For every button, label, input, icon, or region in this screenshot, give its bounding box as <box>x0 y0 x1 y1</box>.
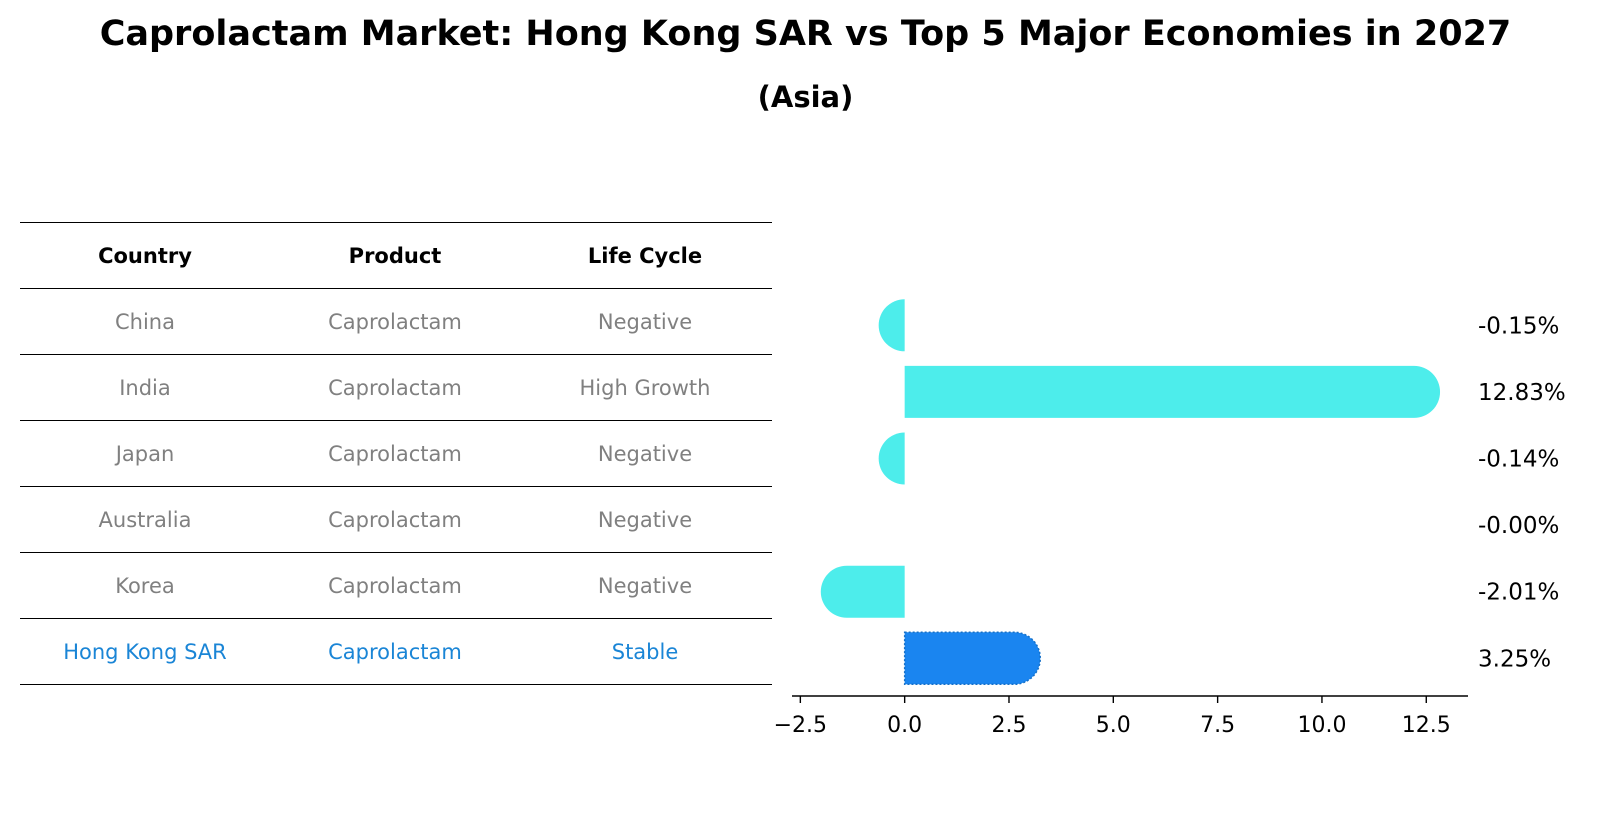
table-row: Japan Caprolactam Negative <box>20 420 772 486</box>
cell-product: Caprolactam <box>328 573 462 598</box>
cell-life-cycle: Negative <box>597 573 693 598</box>
cell-product: Caprolactam <box>328 441 462 466</box>
x-tick-label: 0.0 <box>887 713 922 738</box>
value-label: 3.25% <box>1478 646 1551 672</box>
cell-product: Caprolactam <box>328 309 462 334</box>
table-row-highlight: Hong Kong SAR Caprolactam Stable <box>20 618 772 685</box>
x-tick-label: 2.5 <box>991 713 1026 738</box>
table-header-row: Country Product Life Cycle <box>20 222 772 288</box>
bar-india <box>904 365 1441 418</box>
header-country: Country <box>98 243 192 268</box>
table-row: China Caprolactam Negative <box>20 288 772 354</box>
value-label: 12.83% <box>1478 380 1566 406</box>
value-label: -0.14% <box>1478 447 1559 473</box>
table-row: India Caprolactam High Growth <box>20 354 772 420</box>
cell-life-cycle: Negative <box>597 309 693 334</box>
cell-country: Japan <box>115 441 175 466</box>
value-label: -2.01% <box>1478 580 1559 606</box>
x-tick-label: 10.0 <box>1297 713 1346 738</box>
x-tick-label: 7.5 <box>1200 713 1235 738</box>
bar-china <box>878 299 905 352</box>
cell-country: Korea <box>115 573 175 598</box>
cell-product: Caprolactam <box>328 639 462 664</box>
cell-life-cycle: Negative <box>597 507 693 532</box>
bar-korea <box>820 565 905 618</box>
header-product: Product <box>348 243 442 268</box>
cell-life-cycle: High Growth <box>579 375 711 400</box>
header-life-cycle: Life Cycle <box>587 243 703 268</box>
cell-country: Australia <box>98 507 192 532</box>
cell-product: Caprolactam <box>328 507 462 532</box>
chart-subtitle: (Asia) <box>757 80 854 114</box>
value-label: -0.00% <box>1478 513 1559 539</box>
chart-title: Caprolactam Market: Hong Kong SAR vs Top… <box>99 14 1512 54</box>
data-table: Country Product Life Cycle China Caprola… <box>20 222 772 685</box>
x-tick-label: −2.5 <box>774 713 827 738</box>
table-row: Korea Caprolactam Negative <box>20 552 772 618</box>
x-tick-label: 12.5 <box>1402 713 1451 738</box>
cell-country: Hong Kong SAR <box>63 639 227 664</box>
cell-life-cycle: Stable <box>611 639 679 664</box>
cell-country: India <box>119 375 171 400</box>
cell-country: China <box>115 309 175 334</box>
cell-product: Caprolactam <box>328 375 462 400</box>
bar-japan <box>878 432 905 485</box>
bar-hong-kong-sar <box>903 631 1042 686</box>
cell-life-cycle: Negative <box>597 441 693 466</box>
table-row: Australia Caprolactam Negative <box>20 486 772 552</box>
x-tick-label: 5.0 <box>1096 713 1131 738</box>
value-label: -0.15% <box>1478 313 1559 339</box>
